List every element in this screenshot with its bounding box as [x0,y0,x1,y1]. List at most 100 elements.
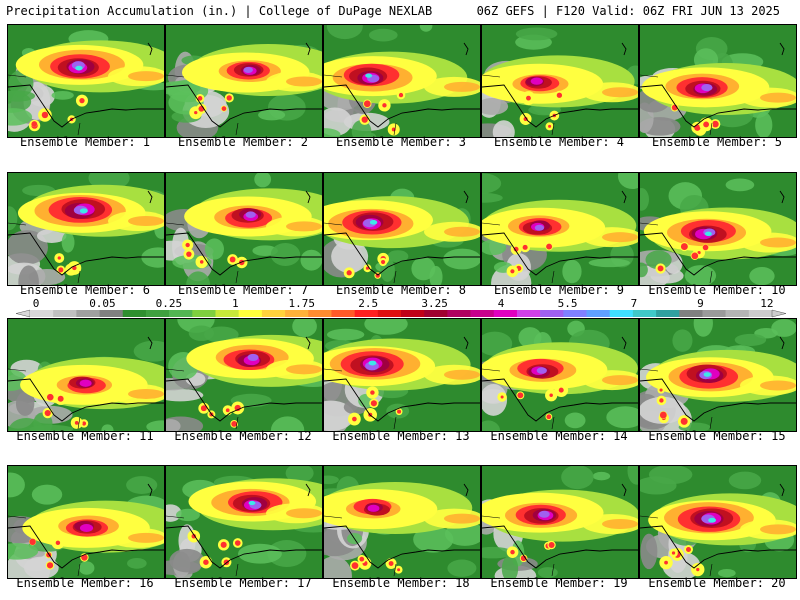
colorbar-swatch [447,310,471,317]
colorbar-swatch [470,310,495,317]
colorbar-swatch [215,310,239,317]
ensemble-member-panel: Ensemble Member: 11 [7,318,167,443]
colorbar-swatch [308,310,332,317]
colorbar-swatch [122,310,147,317]
colorbar-swatch [424,310,448,317]
ensemble-member-panel: Ensemble Member: 12 [165,318,325,443]
member-label: Ensemble Member: 17 [174,576,312,590]
precip-map [481,465,639,579]
precip-map [323,172,481,286]
precip-map [481,172,639,286]
colorbar-tick-label: 12 [760,297,773,310]
colorbar-swatch [656,310,680,317]
precip-map [639,318,797,432]
colorbar-swatch [285,310,309,317]
precip-map [165,465,323,579]
colorbar-swatch [331,310,355,317]
colorbar-right-arrow [771,309,787,318]
ensemble-member-panel: Ensemble Member: 8 [323,172,483,297]
member-label: Ensemble Member: 4 [493,135,625,149]
colorbar-swatch [563,310,587,317]
ensemble-member-panel: Ensemble Member: 13 [323,318,483,443]
colorbar-swatch [725,310,750,317]
colorbar-tick-label: 2.5 [358,297,378,310]
colorbar: 0 0.05 0.25 1 1.75 2.5 3.25 4 5.5 7 9 12 [15,297,787,318]
member-label: Ensemble Member: 11 [16,429,154,443]
precip-map [7,465,165,579]
colorbar-swatch [493,310,518,317]
colorbar-swatch [30,310,54,317]
colorbar-swatch [377,310,402,317]
ensemble-member-panel: Ensemble Member: 6 [7,172,167,297]
member-label: Ensemble Member: 9 [493,283,625,297]
colorbar-swatch [238,310,263,317]
ensemble-member-panel: Ensemble Member: 2 [165,24,325,149]
chart-title: Precipitation Accumulation (in.) | Colle… [6,4,433,18]
ensemble-member-panel: Ensemble Member: 9 [481,172,641,297]
ensemble-member-panel: Ensemble Member: 17 [165,465,325,590]
ensemble-member-panel: Ensemble Member: 19 [481,465,641,590]
member-label: Ensemble Member: 13 [332,429,470,443]
colorbar-swatch [609,310,634,317]
member-label: Ensemble Member: 3 [335,135,467,149]
ensemble-member-panel: Ensemble Member: 10 [639,172,799,297]
colorbar-swatch [76,310,100,317]
precip-map [639,24,797,138]
member-label: Ensemble Member: 12 [174,429,312,443]
member-label: Ensemble Member: 8 [335,283,467,297]
member-label: Ensemble Member: 1 [19,135,151,149]
precip-map [7,24,165,138]
member-label: Ensemble Member: 20 [648,576,786,590]
colorbar-swatch [261,310,286,317]
precip-map [639,172,797,286]
ensemble-member-panel: Ensemble Member: 18 [323,465,483,590]
member-label: Ensemble Member: 2 [177,135,309,149]
colorbar-swatch [53,310,77,317]
precip-map [323,465,481,579]
member-label: Ensemble Member: 16 [16,576,154,590]
precip-map [481,24,639,138]
colorbar-swatch [748,310,773,317]
ensemble-member-panel: Ensemble Member: 3 [323,24,483,149]
colorbar-swatch [169,310,193,317]
member-label: Ensemble Member: 10 [648,283,786,297]
member-label: Ensemble Member: 18 [332,576,470,590]
precip-map [165,318,323,432]
colorbar-swatch [586,310,610,317]
colorbar-tick-label: 1 [232,297,239,310]
precip-map [323,318,481,432]
colorbar-tick-label: 7 [631,297,638,310]
ensemble-member-panel: Ensemble Member: 14 [481,318,641,443]
colorbar-swatch [145,310,170,317]
colorbar-swatch [401,310,425,317]
ensemble-member-panel: Ensemble Member: 4 [481,24,641,149]
ensemble-member-panel: Ensemble Member: 16 [7,465,167,590]
valid-time: 06Z GEFS | F120 Valid: 06Z FRI JUN 13 20… [476,4,780,18]
ensemble-member-panel: Ensemble Member: 7 [165,172,325,297]
member-label: Ensemble Member: 5 [651,135,783,149]
precip-map [165,24,323,138]
colorbar-left-arrow [15,309,31,318]
colorbar-swatch [540,310,564,317]
member-label: Ensemble Member: 19 [490,576,628,590]
colorbar-swatch [516,310,541,317]
colorbar-tick-label: 0 [33,297,40,310]
colorbar-tick-label: 4 [498,297,505,310]
member-label: Ensemble Member: 7 [177,283,309,297]
colorbar-swatch [679,310,703,317]
member-label: Ensemble Member: 6 [19,283,151,297]
member-label: Ensemble Member: 15 [648,429,786,443]
colorbar-swatch [192,310,216,317]
ensemble-member-panel: Ensemble Member: 15 [639,318,799,443]
colorbar-swatch [632,310,657,317]
colorbar-swatch [99,310,124,317]
member-label: Ensemble Member: 14 [490,429,628,443]
colorbar-tick-label: 5.5 [558,297,578,310]
precip-map [323,24,481,138]
precip-map [481,318,639,432]
ensemble-member-panel: Ensemble Member: 1 [7,24,167,149]
precip-map [7,172,165,286]
ensemble-member-panel: Ensemble Member: 20 [639,465,799,590]
precip-map [7,318,165,432]
